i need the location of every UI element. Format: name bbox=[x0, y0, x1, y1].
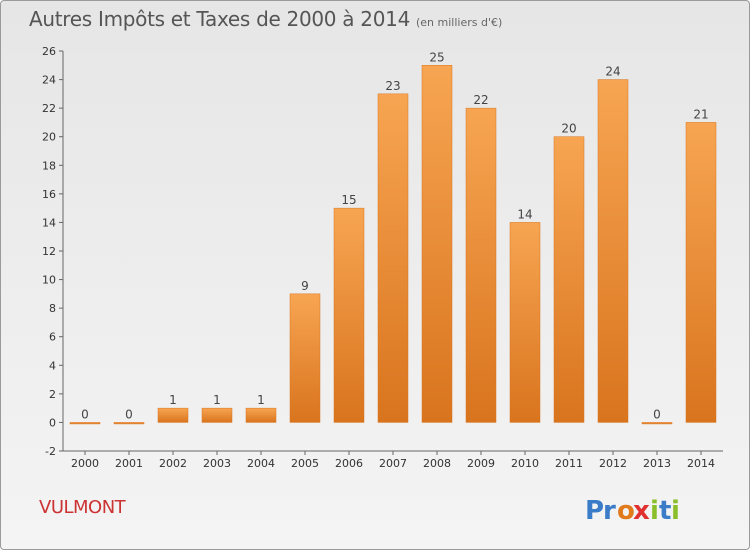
data-label: 0 bbox=[653, 407, 661, 421]
logo-letter: i bbox=[671, 496, 680, 526]
bar bbox=[113, 422, 145, 425]
logo-letter: P bbox=[585, 496, 604, 526]
data-label: 25 bbox=[429, 50, 444, 64]
bar bbox=[377, 93, 409, 423]
x-tick-label: 2008 bbox=[423, 457, 451, 470]
data-label: 20 bbox=[561, 122, 576, 136]
x-tick-label: 2002 bbox=[159, 457, 187, 470]
bar bbox=[245, 407, 277, 423]
y-tick-label: 10 bbox=[42, 274, 56, 287]
logo-letter: t bbox=[659, 496, 671, 526]
data-label: 0 bbox=[81, 407, 89, 421]
data-label: 1 bbox=[257, 393, 265, 407]
x-tick-label: 2007 bbox=[379, 457, 407, 470]
data-label: 21 bbox=[693, 107, 708, 121]
x-tick-label: 2001 bbox=[115, 457, 143, 470]
bar bbox=[641, 422, 673, 425]
bar bbox=[157, 407, 189, 423]
commune-name: VULMONT bbox=[39, 497, 126, 518]
y-tick-label: 8 bbox=[49, 302, 56, 315]
x-tick-label: 2010 bbox=[511, 457, 539, 470]
x-tick-label: 2014 bbox=[687, 457, 715, 470]
x-tick-label: 2003 bbox=[203, 457, 231, 470]
y-tick-label: 12 bbox=[42, 245, 56, 258]
data-label: 15 bbox=[341, 193, 356, 207]
x-tick-label: 2004 bbox=[247, 457, 275, 470]
logo-letter: o bbox=[617, 496, 635, 526]
y-tick-label: -2 bbox=[45, 445, 56, 458]
bar bbox=[421, 65, 453, 423]
y-tick-label: 2 bbox=[49, 388, 56, 401]
x-tick-label: 2011 bbox=[555, 457, 583, 470]
logo-letter: x bbox=[633, 496, 650, 526]
data-label: 22 bbox=[473, 93, 488, 107]
y-tick-label: 24 bbox=[42, 74, 56, 87]
data-label: 23 bbox=[385, 79, 400, 93]
x-tick-label: 2009 bbox=[467, 457, 495, 470]
bar bbox=[201, 407, 233, 423]
x-tick-label: 2000 bbox=[71, 457, 99, 470]
data-label: 0 bbox=[125, 407, 133, 421]
bar bbox=[597, 79, 629, 423]
bar bbox=[553, 136, 585, 423]
data-label: 24 bbox=[605, 65, 620, 79]
logo-letter: i bbox=[650, 496, 659, 526]
x-tick-label: 2013 bbox=[643, 457, 671, 470]
data-label: 1 bbox=[213, 393, 221, 407]
y-tick-label: 22 bbox=[42, 102, 56, 115]
y-tick-label: 20 bbox=[42, 131, 56, 144]
bar bbox=[465, 107, 497, 423]
logo-letter: r bbox=[603, 496, 616, 526]
y-tick-label: 26 bbox=[42, 45, 56, 58]
chart-title-text: Autres Impôts et Taxes de 2000 à 2014 bbox=[29, 7, 410, 31]
x-tick-label: 2006 bbox=[335, 457, 363, 470]
data-label: 9 bbox=[301, 279, 309, 293]
y-tick-label: 14 bbox=[42, 216, 56, 229]
bar bbox=[289, 293, 321, 423]
data-label: 14 bbox=[517, 207, 532, 221]
chart-subtitle: (en milliers d'€) bbox=[416, 16, 503, 29]
bar bbox=[69, 422, 101, 425]
x-tick-label: 2012 bbox=[599, 457, 627, 470]
bar bbox=[685, 122, 717, 423]
y-tick-label: 6 bbox=[49, 331, 56, 344]
y-tick-label: 18 bbox=[42, 159, 56, 172]
bar bbox=[333, 207, 365, 423]
data-label: 1 bbox=[169, 393, 177, 407]
y-tick-label: 0 bbox=[49, 416, 56, 429]
y-tick-label: 16 bbox=[42, 188, 56, 201]
bar bbox=[509, 222, 541, 423]
x-tick-label: 2005 bbox=[291, 457, 319, 470]
chart-title: Autres Impôts et Taxes de 2000 à 2014 (en… bbox=[29, 7, 502, 31]
y-tick-label: 4 bbox=[49, 359, 56, 372]
